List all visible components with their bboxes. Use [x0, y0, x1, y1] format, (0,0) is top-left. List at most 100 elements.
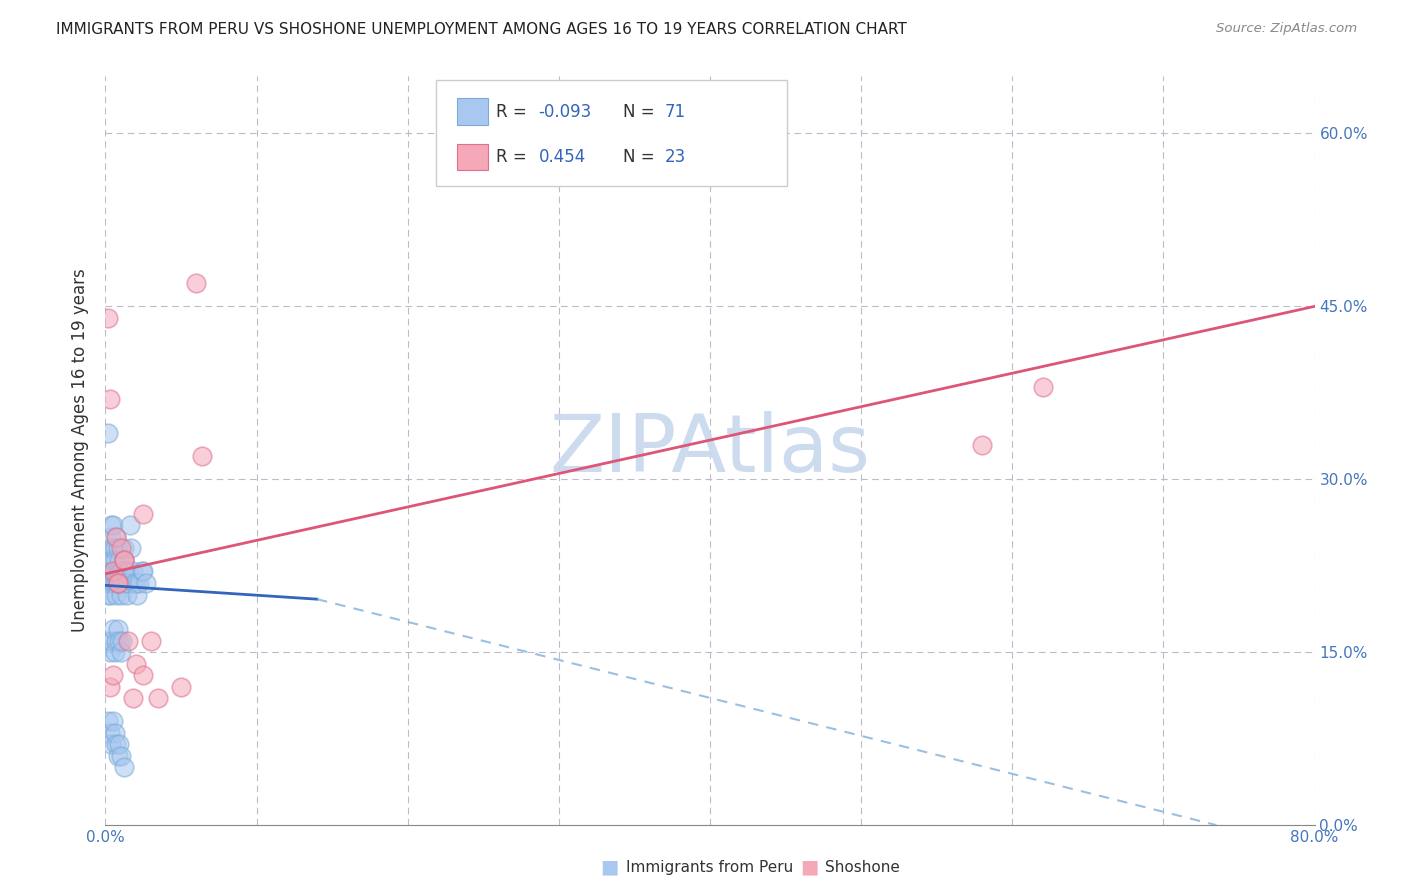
Point — [110, 588, 132, 602]
Point — [97, 714, 120, 729]
Point — [110, 576, 132, 591]
Text: N =: N = — [623, 103, 659, 120]
Point — [103, 645, 125, 659]
Point — [112, 553, 135, 567]
Point — [108, 553, 131, 567]
Point — [117, 565, 139, 579]
Point — [132, 565, 155, 579]
Point — [97, 310, 120, 325]
Point — [107, 565, 129, 579]
Point — [124, 576, 148, 591]
Point — [101, 541, 124, 556]
Point — [103, 541, 125, 556]
Point — [98, 392, 121, 406]
Point — [101, 622, 124, 636]
Point — [100, 553, 122, 567]
Point — [108, 565, 131, 579]
Point — [108, 633, 131, 648]
Y-axis label: Unemployment Among Ages 16 to 19 years: Unemployment Among Ages 16 to 19 years — [72, 268, 90, 632]
Point — [103, 726, 125, 740]
Point — [100, 738, 122, 752]
Point — [100, 518, 122, 533]
Point — [97, 633, 120, 648]
Text: ■: ■ — [800, 857, 818, 877]
Point — [112, 553, 135, 567]
Point — [105, 588, 128, 602]
Point — [111, 565, 134, 579]
Point — [186, 277, 208, 291]
Point — [107, 576, 129, 591]
Point — [111, 576, 134, 591]
Point — [191, 449, 214, 463]
Point — [108, 576, 131, 591]
Text: R =: R = — [496, 148, 533, 166]
Point — [118, 518, 141, 533]
Point — [97, 588, 120, 602]
Text: 23: 23 — [665, 148, 686, 166]
Text: R =: R = — [496, 103, 533, 120]
Point — [122, 576, 145, 591]
Point — [170, 680, 193, 694]
Point — [110, 565, 132, 579]
Point — [103, 565, 125, 579]
Text: Immigrants from Peru: Immigrants from Peru — [626, 860, 793, 874]
Point — [101, 565, 124, 579]
Point — [135, 576, 157, 591]
Point — [108, 738, 131, 752]
Text: Source: ZipAtlas.com: Source: ZipAtlas.com — [1216, 22, 1357, 36]
Point — [112, 553, 135, 567]
Point — [128, 576, 150, 591]
Point — [98, 680, 121, 694]
Point — [101, 576, 124, 591]
Text: -0.093: -0.093 — [538, 103, 592, 120]
Point — [103, 576, 125, 591]
Point — [132, 507, 155, 521]
Text: Shoshone: Shoshone — [825, 860, 900, 874]
Point — [127, 588, 149, 602]
Point — [101, 668, 124, 682]
Point — [121, 691, 143, 706]
Point — [148, 691, 170, 706]
Point — [103, 553, 125, 567]
Point — [101, 714, 124, 729]
Point — [101, 518, 124, 533]
Point — [107, 576, 129, 591]
Point — [110, 541, 132, 556]
Point — [132, 668, 155, 682]
Point — [107, 748, 129, 763]
Point — [114, 565, 136, 579]
Point — [105, 633, 128, 648]
Text: ZIPAtlas: ZIPAtlas — [550, 411, 870, 490]
Point — [100, 530, 122, 544]
Point — [120, 541, 142, 556]
Point — [107, 541, 129, 556]
Point — [100, 633, 122, 648]
Point — [107, 576, 129, 591]
Point — [114, 576, 136, 591]
Text: N =: N = — [623, 148, 659, 166]
Point — [98, 576, 121, 591]
Point — [98, 726, 121, 740]
Point — [110, 748, 132, 763]
Point — [131, 565, 153, 579]
Point — [105, 530, 128, 544]
Point — [124, 657, 148, 671]
Point — [97, 426, 120, 441]
Point — [111, 633, 134, 648]
Point — [100, 541, 122, 556]
Point — [112, 760, 135, 774]
Point — [98, 565, 121, 579]
Point — [117, 633, 139, 648]
Point — [97, 565, 120, 579]
Point — [101, 565, 124, 579]
Point — [96, 576, 118, 591]
Point — [98, 645, 121, 659]
Point — [105, 576, 128, 591]
Point — [139, 633, 162, 648]
Text: ■: ■ — [600, 857, 619, 877]
Point — [105, 530, 128, 544]
Point — [110, 645, 132, 659]
Text: 0.454: 0.454 — [538, 148, 586, 166]
Text: IMMIGRANTS FROM PERU VS SHOSHONE UNEMPLOYMENT AMONG AGES 16 TO 19 YEARS CORRELAT: IMMIGRANTS FROM PERU VS SHOSHONE UNEMPLO… — [56, 22, 907, 37]
Point — [112, 541, 135, 556]
